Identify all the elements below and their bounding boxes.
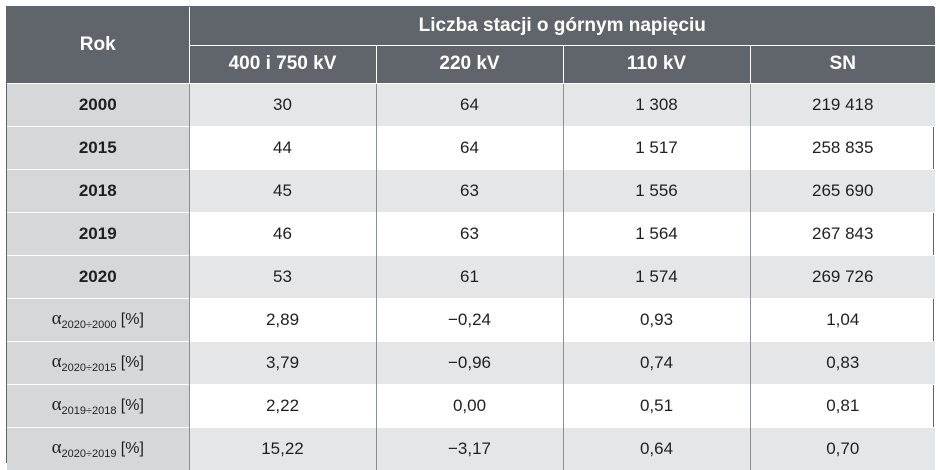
row-year: 2020 xyxy=(7,254,190,298)
cell: 64 xyxy=(375,82,563,126)
header-col-110kv: 110 kV xyxy=(562,45,750,83)
table-row: 2015 44 64 1 517 258 835 xyxy=(7,125,935,169)
row-year: 2019 xyxy=(7,211,190,255)
cell: −0,24 xyxy=(375,297,563,341)
alpha-label: α2020÷2019 [%] xyxy=(7,426,190,470)
cell: 45 xyxy=(188,168,376,212)
cell: 1 564 xyxy=(562,211,750,255)
alpha-unit: [%] xyxy=(120,440,144,458)
table-row: α2020÷2019 [%] 15,22 −3,17 0,64 0,70 xyxy=(7,426,935,470)
cell: 1 308 xyxy=(562,82,750,126)
alpha-unit: [%] xyxy=(120,397,144,414)
cell: 1 574 xyxy=(562,254,750,298)
cell: 0,64 xyxy=(562,426,750,470)
table-row: 2019 46 63 1 564 267 843 xyxy=(7,211,935,255)
header-col-sn: SN xyxy=(749,45,935,83)
cell: 44 xyxy=(188,125,376,169)
cell: 1 517 xyxy=(562,125,750,169)
cell: 2,22 xyxy=(188,383,376,427)
cell: 265 690 xyxy=(749,168,935,212)
cell: 267 843 xyxy=(749,211,935,255)
table-row: α2020÷2000 [%] 2,89 −0,24 0,93 1,04 xyxy=(7,297,935,341)
cell: 1,04 xyxy=(749,297,935,341)
alpha-label: α2019÷2018 [%] xyxy=(7,383,190,427)
cell: 0,83 xyxy=(749,340,935,384)
substation-table: Rok Liczba stacji o górnym napięciu 400 … xyxy=(7,7,935,470)
alpha-symbol: α xyxy=(51,351,62,372)
row-year: 2000 xyxy=(7,82,190,126)
cell: −0,96 xyxy=(375,340,563,384)
alpha-symbol: α xyxy=(51,394,62,415)
cell: 61 xyxy=(375,254,563,298)
cell: 63 xyxy=(375,168,563,212)
alpha-label: α2020÷2015 [%] xyxy=(7,340,190,384)
cell: 0,70 xyxy=(749,426,935,470)
alpha-subscript: 2020÷2015 xyxy=(61,362,117,374)
cell: 219 418 xyxy=(749,82,935,126)
cell: 46 xyxy=(188,211,376,255)
cell: 0,00 xyxy=(375,383,563,427)
cell: 258 835 xyxy=(749,125,935,169)
table-row: α2020÷2015 [%] 3,79 −0,96 0,74 0,83 xyxy=(7,340,935,384)
row-year: 2015 xyxy=(7,125,190,169)
header-rok: Rok xyxy=(7,7,190,83)
table-row: 2020 53 61 1 574 269 726 xyxy=(7,254,935,298)
cell: 53 xyxy=(188,254,376,298)
cell: 0,93 xyxy=(562,297,750,341)
alpha-unit: [%] xyxy=(120,354,144,371)
alpha-subscript: 2020÷2000 xyxy=(61,319,117,331)
header-col-400-750kv: 400 i 750 kV xyxy=(188,45,376,83)
cell: 63 xyxy=(375,211,563,255)
alpha-symbol: α xyxy=(51,437,62,459)
substation-table-container: Rok Liczba stacji o górnym napięciu 400 … xyxy=(6,6,935,470)
cell: 269 726 xyxy=(749,254,935,298)
alpha-unit: [%] xyxy=(120,311,144,328)
header-group: Liczba stacji o górnym napięciu xyxy=(188,7,935,46)
cell: 64 xyxy=(375,125,563,169)
alpha-label: α2020÷2000 [%] xyxy=(7,297,190,341)
alpha-subscript: 2019÷2018 xyxy=(61,405,117,417)
cell: 1 556 xyxy=(562,168,750,212)
alpha-subscript: 2020÷2019 xyxy=(61,448,117,461)
table-row: α2019÷2018 [%] 2,22 0,00 0,51 0,81 xyxy=(7,383,935,427)
cell: −3,17 xyxy=(375,426,563,470)
cell: 3,79 xyxy=(188,340,376,384)
cell: 0,81 xyxy=(749,383,935,427)
alpha-symbol: α xyxy=(51,308,62,329)
table-row: 2000 30 64 1 308 219 418 xyxy=(7,82,935,126)
cell: 0,74 xyxy=(562,340,750,384)
header-col-220kv: 220 kV xyxy=(375,45,563,83)
cell: 30 xyxy=(188,82,376,126)
cell: 0,51 xyxy=(562,383,750,427)
table-row: 2018 45 63 1 556 265 690 xyxy=(7,168,935,212)
row-year: 2018 xyxy=(7,168,190,212)
cell: 2,89 xyxy=(188,297,376,341)
cell: 15,22 xyxy=(188,426,376,470)
